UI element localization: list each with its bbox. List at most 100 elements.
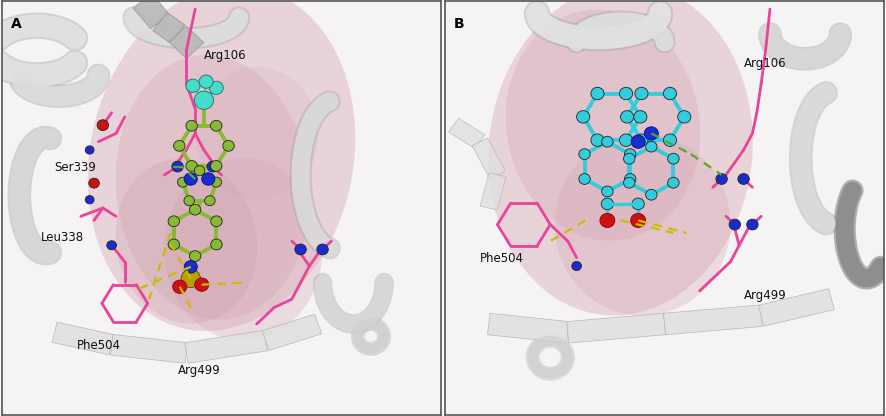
- Polygon shape: [448, 118, 485, 149]
- Circle shape: [591, 87, 604, 100]
- Circle shape: [747, 219, 758, 230]
- Text: Arg499: Arg499: [177, 364, 221, 377]
- Ellipse shape: [195, 67, 318, 200]
- Text: B: B: [454, 17, 464, 31]
- Circle shape: [668, 154, 679, 164]
- Circle shape: [211, 216, 222, 227]
- Ellipse shape: [555, 134, 730, 316]
- Circle shape: [89, 178, 99, 188]
- Circle shape: [181, 269, 200, 287]
- Circle shape: [600, 213, 615, 228]
- Circle shape: [184, 173, 198, 185]
- Text: Arg499: Arg499: [743, 289, 787, 302]
- Circle shape: [202, 173, 215, 185]
- Polygon shape: [664, 305, 762, 335]
- Text: Ser339: Ser339: [55, 161, 97, 174]
- Text: A: A: [11, 17, 21, 31]
- Polygon shape: [480, 173, 506, 210]
- Circle shape: [173, 280, 187, 293]
- Circle shape: [317, 244, 329, 255]
- Text: Leu338: Leu338: [42, 231, 84, 244]
- Circle shape: [97, 120, 109, 131]
- Circle shape: [678, 111, 691, 123]
- Circle shape: [85, 196, 94, 204]
- Ellipse shape: [115, 159, 257, 324]
- Ellipse shape: [88, 0, 355, 331]
- Circle shape: [211, 120, 222, 131]
- Circle shape: [168, 239, 180, 250]
- Circle shape: [646, 141, 657, 152]
- Circle shape: [668, 177, 679, 188]
- Circle shape: [635, 87, 648, 100]
- Circle shape: [211, 177, 222, 187]
- Circle shape: [211, 161, 222, 171]
- Circle shape: [625, 173, 636, 184]
- Polygon shape: [169, 26, 204, 59]
- Text: Arg106: Arg106: [204, 49, 246, 62]
- Circle shape: [211, 239, 222, 250]
- Circle shape: [738, 173, 750, 184]
- Circle shape: [619, 134, 633, 146]
- Ellipse shape: [488, 0, 753, 315]
- Circle shape: [194, 91, 214, 109]
- Circle shape: [577, 111, 590, 123]
- Circle shape: [631, 213, 646, 228]
- Text: Phe504: Phe504: [76, 339, 120, 352]
- Circle shape: [186, 161, 198, 171]
- Circle shape: [199, 75, 214, 88]
- Circle shape: [172, 161, 183, 172]
- Circle shape: [579, 173, 590, 184]
- Circle shape: [620, 111, 633, 123]
- Circle shape: [602, 186, 613, 197]
- Circle shape: [184, 260, 198, 273]
- Circle shape: [195, 278, 209, 291]
- Polygon shape: [758, 289, 835, 326]
- Circle shape: [222, 141, 234, 151]
- Polygon shape: [567, 313, 665, 343]
- Polygon shape: [487, 313, 569, 343]
- Circle shape: [635, 134, 648, 146]
- Circle shape: [207, 161, 219, 172]
- Circle shape: [619, 87, 633, 100]
- Circle shape: [186, 120, 198, 131]
- Circle shape: [168, 216, 180, 227]
- Circle shape: [602, 136, 613, 147]
- Polygon shape: [133, 0, 169, 29]
- Circle shape: [632, 198, 644, 210]
- Polygon shape: [472, 138, 505, 178]
- Polygon shape: [52, 322, 114, 355]
- Circle shape: [295, 244, 307, 255]
- Circle shape: [194, 166, 205, 176]
- Circle shape: [571, 261, 581, 270]
- Ellipse shape: [115, 55, 310, 319]
- Circle shape: [633, 111, 647, 123]
- Circle shape: [209, 81, 223, 94]
- Circle shape: [729, 219, 741, 230]
- Ellipse shape: [506, 10, 700, 241]
- Circle shape: [644, 127, 658, 140]
- Text: Arg106: Arg106: [743, 57, 786, 70]
- Circle shape: [664, 134, 677, 146]
- Circle shape: [624, 177, 635, 188]
- Polygon shape: [152, 12, 185, 43]
- Circle shape: [85, 146, 94, 154]
- Circle shape: [190, 251, 201, 261]
- Circle shape: [591, 134, 604, 146]
- Circle shape: [631, 135, 645, 149]
- Circle shape: [107, 241, 116, 250]
- Circle shape: [205, 196, 215, 206]
- Circle shape: [664, 87, 677, 100]
- Circle shape: [716, 173, 727, 184]
- Polygon shape: [262, 314, 322, 350]
- Circle shape: [190, 204, 201, 215]
- Circle shape: [646, 189, 657, 200]
- Circle shape: [186, 79, 200, 92]
- Circle shape: [174, 141, 185, 151]
- Circle shape: [625, 149, 636, 159]
- Polygon shape: [111, 334, 188, 363]
- Circle shape: [624, 154, 635, 164]
- Circle shape: [177, 177, 188, 187]
- Text: Phe504: Phe504: [480, 252, 524, 265]
- Circle shape: [579, 149, 590, 159]
- Circle shape: [602, 198, 613, 210]
